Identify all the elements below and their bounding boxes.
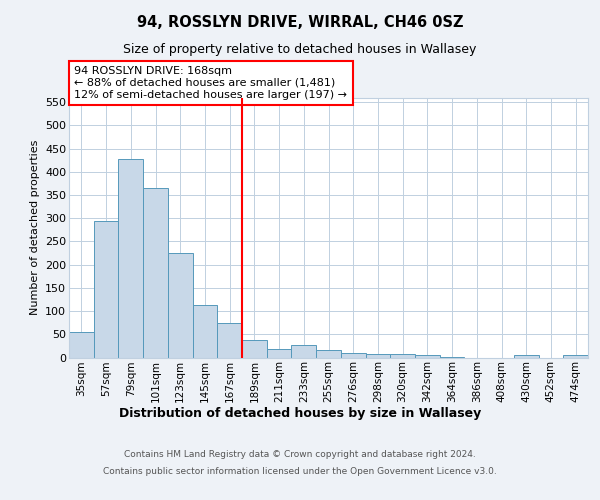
Bar — [440, 356, 464, 358]
Bar — [390, 354, 415, 358]
Bar — [316, 350, 341, 358]
Bar — [69, 332, 94, 357]
Bar — [341, 353, 365, 358]
Bar — [514, 354, 539, 358]
Text: Contains HM Land Registry data © Crown copyright and database right 2024.: Contains HM Land Registry data © Crown c… — [124, 450, 476, 459]
Text: Size of property relative to detached houses in Wallasey: Size of property relative to detached ho… — [124, 42, 476, 56]
Text: Contains public sector information licensed under the Open Government Licence v3: Contains public sector information licen… — [103, 468, 497, 476]
Bar — [292, 344, 316, 358]
Y-axis label: Number of detached properties: Number of detached properties — [29, 140, 40, 315]
Bar — [94, 222, 118, 358]
Bar — [168, 253, 193, 358]
Text: Distribution of detached houses by size in Wallasey: Distribution of detached houses by size … — [119, 408, 481, 420]
Bar — [118, 159, 143, 358]
Bar — [365, 354, 390, 358]
Bar — [415, 355, 440, 358]
Bar — [217, 322, 242, 358]
Bar — [242, 340, 267, 357]
Bar — [563, 355, 588, 358]
Text: 94 ROSSLYN DRIVE: 168sqm
← 88% of detached houses are smaller (1,481)
12% of sem: 94 ROSSLYN DRIVE: 168sqm ← 88% of detach… — [74, 66, 347, 100]
Text: 94, ROSSLYN DRIVE, WIRRAL, CH46 0SZ: 94, ROSSLYN DRIVE, WIRRAL, CH46 0SZ — [137, 15, 463, 30]
Bar — [143, 188, 168, 358]
Bar — [193, 304, 217, 358]
Bar — [267, 349, 292, 358]
